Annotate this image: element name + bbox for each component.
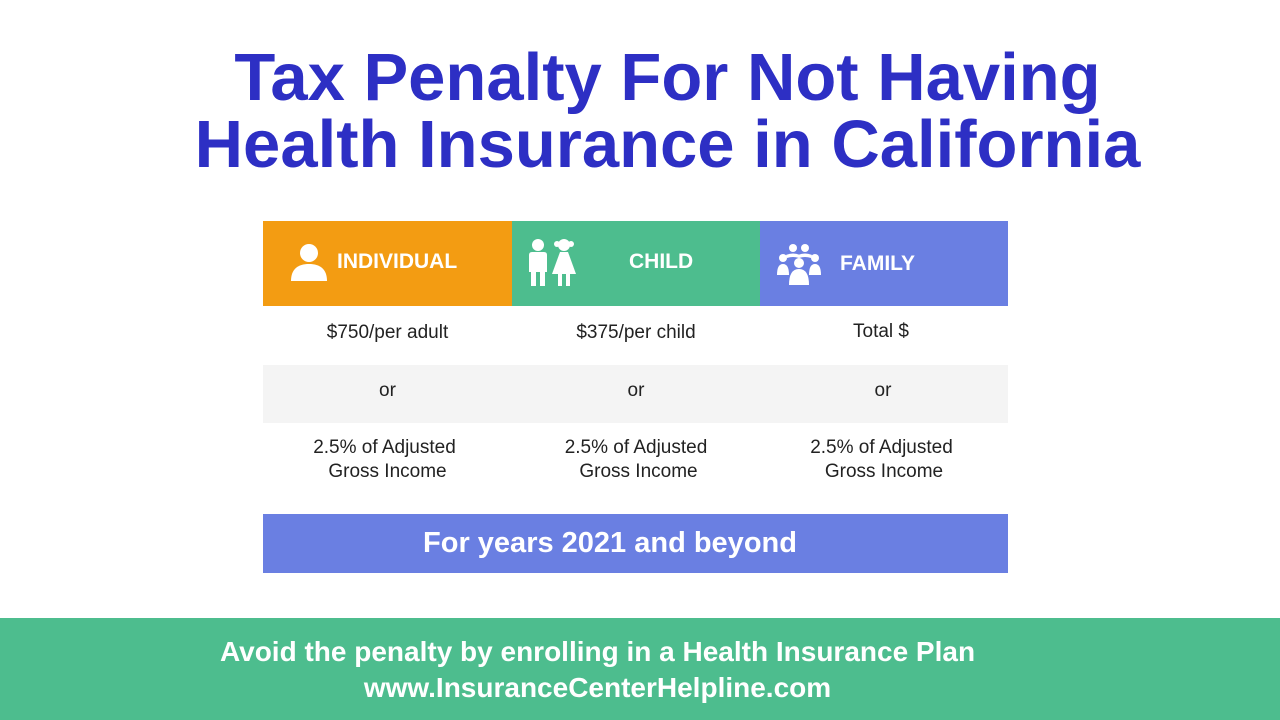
page-title: Tax Penalty For Not Having Health Insura… [0,44,1280,178]
cell-text-line-1: 2.5% of Adjusted [313,437,456,458]
years-banner-text: For years 2021 and beyond [423,527,797,559]
table-cell: 2.5% of Adjusted Gross Income [263,423,512,511]
cell-text-line-2: Gross Income [824,461,944,482]
table-cell: $750/per adult [263,306,512,365]
family-icon [777,244,821,285]
title-line-2: Health Insurance in California [194,107,1141,182]
cell-text: Total $ [853,321,909,342]
cell-text: or [627,380,645,401]
header-child-label: CHILD [629,250,694,273]
cell-text-line-1: 2.5% of Adjusted [810,437,953,458]
footer-website-link[interactable]: www.InsuranceCenterHelpline.com [363,672,832,703]
header-family-label: FAMILY [840,252,916,275]
title-line-1: Tax Penalty For Not Having [234,40,1101,115]
header-individual: INDIVIDUAL [263,221,512,306]
table-cell: or [512,365,760,423]
cell-text-line-2: Gross Income [328,461,447,482]
table-row: 2.5% of Adjusted Gross Income 2.5% of Ad… [263,423,1008,511]
table-cell: Total $ [760,306,1008,365]
table-cell: or [263,365,512,423]
children-icon [529,239,576,286]
cell-text-line-1: 2.5% of Adjusted [564,437,708,458]
cell-text: 2.5% of Adjusted Gross Income [263,423,512,484]
cell-text-line-2: Gross Income [579,461,698,482]
table-cell: $375/per child [512,306,760,365]
person-icon [291,244,327,281]
header-child: CHILD [512,221,760,306]
cell-text: 2.5% of Adjusted Gross Income [512,423,760,484]
years-banner: For years 2021 and beyond [263,514,1008,573]
table-header-row: INDIVIDUAL CHILD [263,221,1008,306]
cell-text: or [379,380,396,401]
footer-cta-text: Avoid the penalty by enrolling in a Heal… [219,636,976,667]
footer-banner: Avoid the penalty by enrolling in a Heal… [0,618,1280,720]
table-cell: 2.5% of Adjusted Gross Income [760,423,1008,511]
cell-text: or [874,380,892,401]
table-cell: or [760,365,1008,423]
table-row: $750/per adult $375/per child Total $ [263,306,1008,365]
table-row: or or or [263,365,1008,423]
table-cell: 2.5% of Adjusted Gross Income [512,423,760,511]
cell-text: 2.5% of Adjusted Gross Income [760,423,1008,484]
penalty-table: INDIVIDUAL CHILD [263,221,1008,511]
header-family: FAMILY [760,221,1008,306]
cell-text: $750/per adult [326,322,449,343]
cell-text: $375/per child [576,322,696,343]
header-individual-label: INDIVIDUAL [337,250,458,273]
